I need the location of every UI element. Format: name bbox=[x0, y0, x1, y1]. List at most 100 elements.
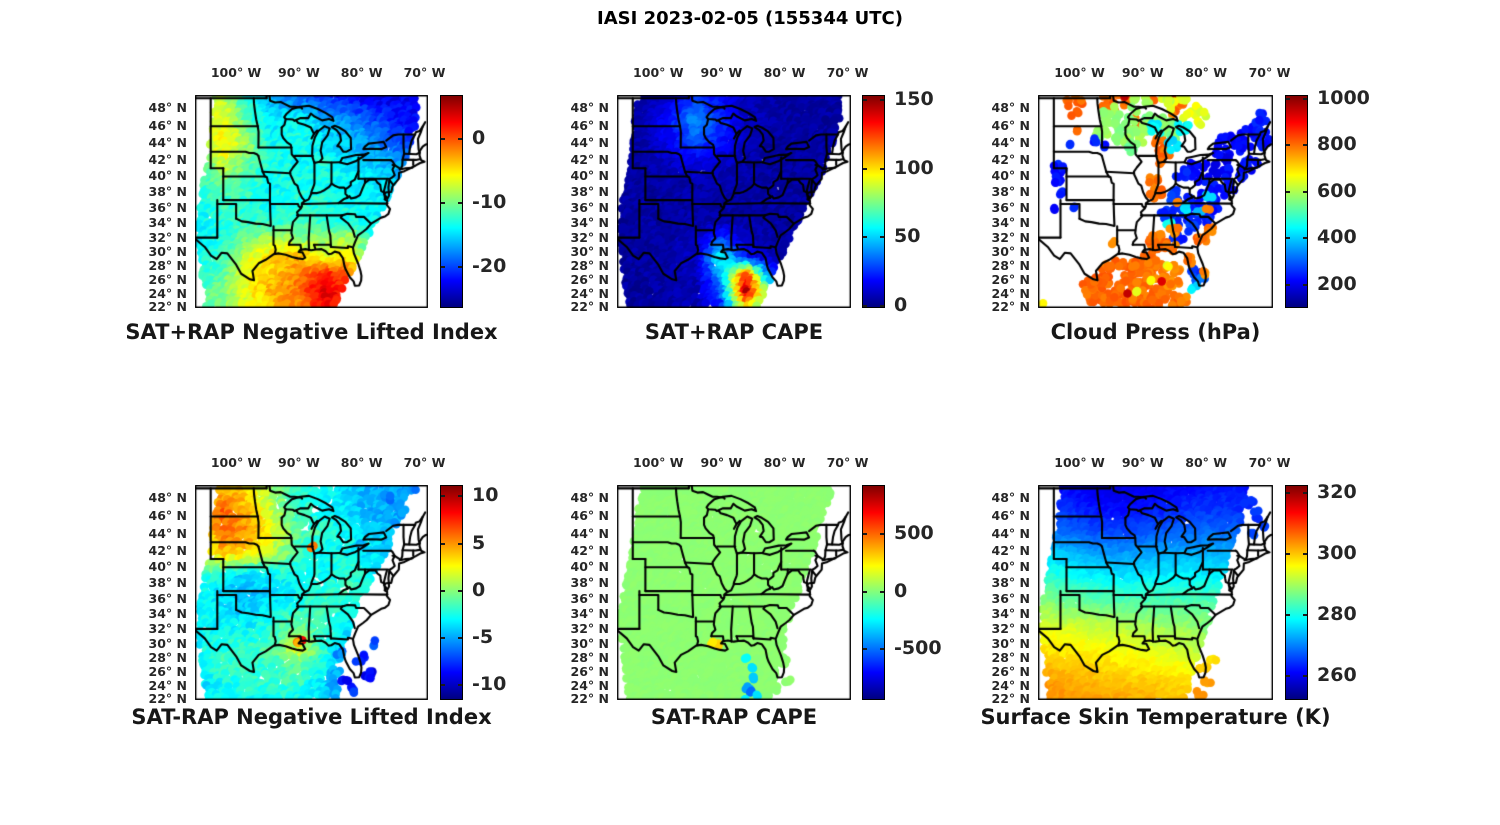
lon-tick-label: 90° W bbox=[700, 455, 743, 470]
lat-tick-label: 44° N bbox=[148, 135, 187, 151]
colorbar-tick bbox=[1286, 553, 1290, 555]
lat-tick-label: 46° N bbox=[991, 508, 1030, 523]
colorbar-tick bbox=[1303, 553, 1307, 555]
lat-tick-label: 30° N bbox=[148, 635, 187, 651]
lat-tick-label: 26° N bbox=[991, 272, 1030, 287]
lon-axis: 100° W 90° W 80° W 70° W bbox=[195, 452, 446, 474]
colorbar-tick bbox=[880, 167, 884, 170]
colorbar-tick bbox=[1286, 675, 1290, 677]
colorbar-tick-label: -20 bbox=[472, 254, 507, 277]
lat-axis: 48° N 46° N 44° N 42° N 40° N 38° N 36° N 34° N… bbox=[541, 485, 609, 706]
lat-axis: 48° N 46° N 44° N 42° N 40° N 38° N 36° N 34° N… bbox=[119, 95, 187, 314]
colorbar-tick bbox=[1303, 614, 1307, 616]
lat-tick-label: 30° N bbox=[991, 244, 1030, 259]
colorbar-tick-label: 400 bbox=[1317, 226, 1357, 249]
colorbar-tick bbox=[880, 648, 884, 650]
lat-tick-label: 42° N bbox=[570, 542, 609, 558]
lat-tick-label: 24° N bbox=[991, 677, 1030, 693]
colorbar-tick bbox=[863, 590, 867, 593]
lat-axis: 48° N 46° N 44° N 42° N 40° N 38° N 36° N 34° N… bbox=[962, 485, 1030, 706]
colorbar-tick bbox=[1286, 98, 1290, 100]
lat-tick-label: 26° N bbox=[991, 663, 1030, 679]
lon-tick-label: 80° W bbox=[1185, 455, 1228, 470]
colorbar-tick bbox=[1303, 98, 1307, 100]
lon-tick-label: 90° W bbox=[277, 455, 320, 470]
colorbar-tick bbox=[441, 265, 445, 268]
lat-tick-label: 34° N bbox=[991, 214, 1030, 230]
lon-tick-label: 70° W bbox=[403, 65, 446, 80]
lon-tick-label: 80° W bbox=[763, 65, 806, 80]
colorbar-tick bbox=[880, 304, 884, 307]
colorbar-labels: 10 5 0 -5 -10 bbox=[472, 484, 552, 700]
lat-tick-label: 36° N bbox=[570, 199, 609, 215]
lat-tick-label: 42° N bbox=[148, 152, 187, 168]
lat-tick-label: 34° N bbox=[148, 606, 187, 622]
lat-tick-label: 44° N bbox=[570, 525, 609, 541]
colorbar-tick-label: 50 bbox=[894, 225, 921, 248]
colorbar-tick bbox=[1286, 283, 1290, 286]
lat-tick-label: 22° N bbox=[991, 299, 1030, 314]
lat-tick-label: 24° N bbox=[148, 285, 187, 301]
colorbar-tick-label: 1000 bbox=[1317, 87, 1370, 109]
colorbar-labels: 1000 800 600 400 200 bbox=[1317, 87, 1397, 308]
colorbar-tick bbox=[458, 265, 462, 268]
colorbar-tick bbox=[441, 495, 445, 498]
lat-tick-label: 22° N bbox=[148, 299, 187, 314]
lon-axis: 100° W 90° W 80° W 70° W bbox=[1038, 452, 1290, 474]
lat-tick-label: 28° N bbox=[148, 258, 187, 274]
colorbar-tick bbox=[1303, 675, 1307, 677]
lon-tick-label: 90° W bbox=[700, 65, 743, 80]
lat-tick-label: 40° N bbox=[991, 168, 1030, 184]
colorbar-tick-label: 5 bbox=[472, 531, 486, 554]
lon-tick-label: 90° W bbox=[1121, 65, 1164, 80]
lat-tick-label: 30° N bbox=[991, 635, 1030, 651]
colorbar-tick bbox=[1286, 614, 1290, 616]
colorbar-tick bbox=[863, 167, 867, 170]
lat-tick-label: 28° N bbox=[991, 649, 1030, 665]
lat-tick-label: 38° N bbox=[991, 575, 1030, 591]
lon-axis: 100° W 90° W 80° W 70° W bbox=[195, 62, 446, 84]
lat-tick-label: 42° N bbox=[148, 542, 187, 558]
map-canvas bbox=[1038, 95, 1273, 308]
colorbar-tick bbox=[441, 138, 445, 141]
lat-tick-label: 22° N bbox=[148, 691, 187, 706]
lat-tick-label: 26° N bbox=[148, 272, 187, 287]
map-canvas bbox=[617, 485, 851, 700]
colorbar-tick-label: -10 bbox=[472, 191, 507, 214]
colorbar-gradient bbox=[863, 486, 884, 699]
colorbar-tick bbox=[458, 589, 462, 592]
map-canvas bbox=[195, 95, 428, 308]
lat-axis: 48° N 46° N 44° N 42° N 40° N 38° N 36° N 34° N… bbox=[962, 95, 1030, 314]
lat-tick-label: 38° N bbox=[148, 184, 187, 200]
lat-tick-label: 34° N bbox=[570, 214, 609, 230]
lat-tick-label: 48° N bbox=[991, 99, 1030, 115]
lat-tick-label: 38° N bbox=[991, 184, 1030, 200]
lat-tick-label: 40° N bbox=[991, 559, 1030, 575]
lat-tick-label: 28° N bbox=[991, 258, 1030, 274]
lat-tick-label: 22° N bbox=[570, 299, 609, 314]
colorbar bbox=[1285, 95, 1308, 308]
colorbar-tick bbox=[441, 636, 445, 639]
lat-tick-label: 36° N bbox=[991, 199, 1030, 215]
lat-tick-label: 34° N bbox=[991, 606, 1030, 622]
colorbar-tick-label: -10 bbox=[472, 673, 507, 695]
colorbar-tick bbox=[458, 202, 462, 205]
lat-tick-label: 42° N bbox=[991, 152, 1030, 168]
lat-tick-label: 48° N bbox=[148, 489, 187, 505]
colorbar-tick-label: 320 bbox=[1317, 481, 1357, 503]
lat-tick-label: 30° N bbox=[570, 244, 609, 259]
colorbar-gradient bbox=[1286, 486, 1307, 699]
lat-tick-label: 28° N bbox=[148, 649, 187, 665]
colorbar-tick bbox=[880, 99, 884, 102]
lat-tick-label: 28° N bbox=[570, 649, 609, 665]
lat-tick-label: 44° N bbox=[991, 135, 1030, 151]
colorbar-labels: 500 0 -500 bbox=[894, 485, 974, 700]
colorbar-labels: 320 300 280 260 bbox=[1317, 481, 1397, 700]
lat-tick-label: 34° N bbox=[148, 214, 187, 230]
lat-tick-label: 40° N bbox=[570, 559, 609, 575]
